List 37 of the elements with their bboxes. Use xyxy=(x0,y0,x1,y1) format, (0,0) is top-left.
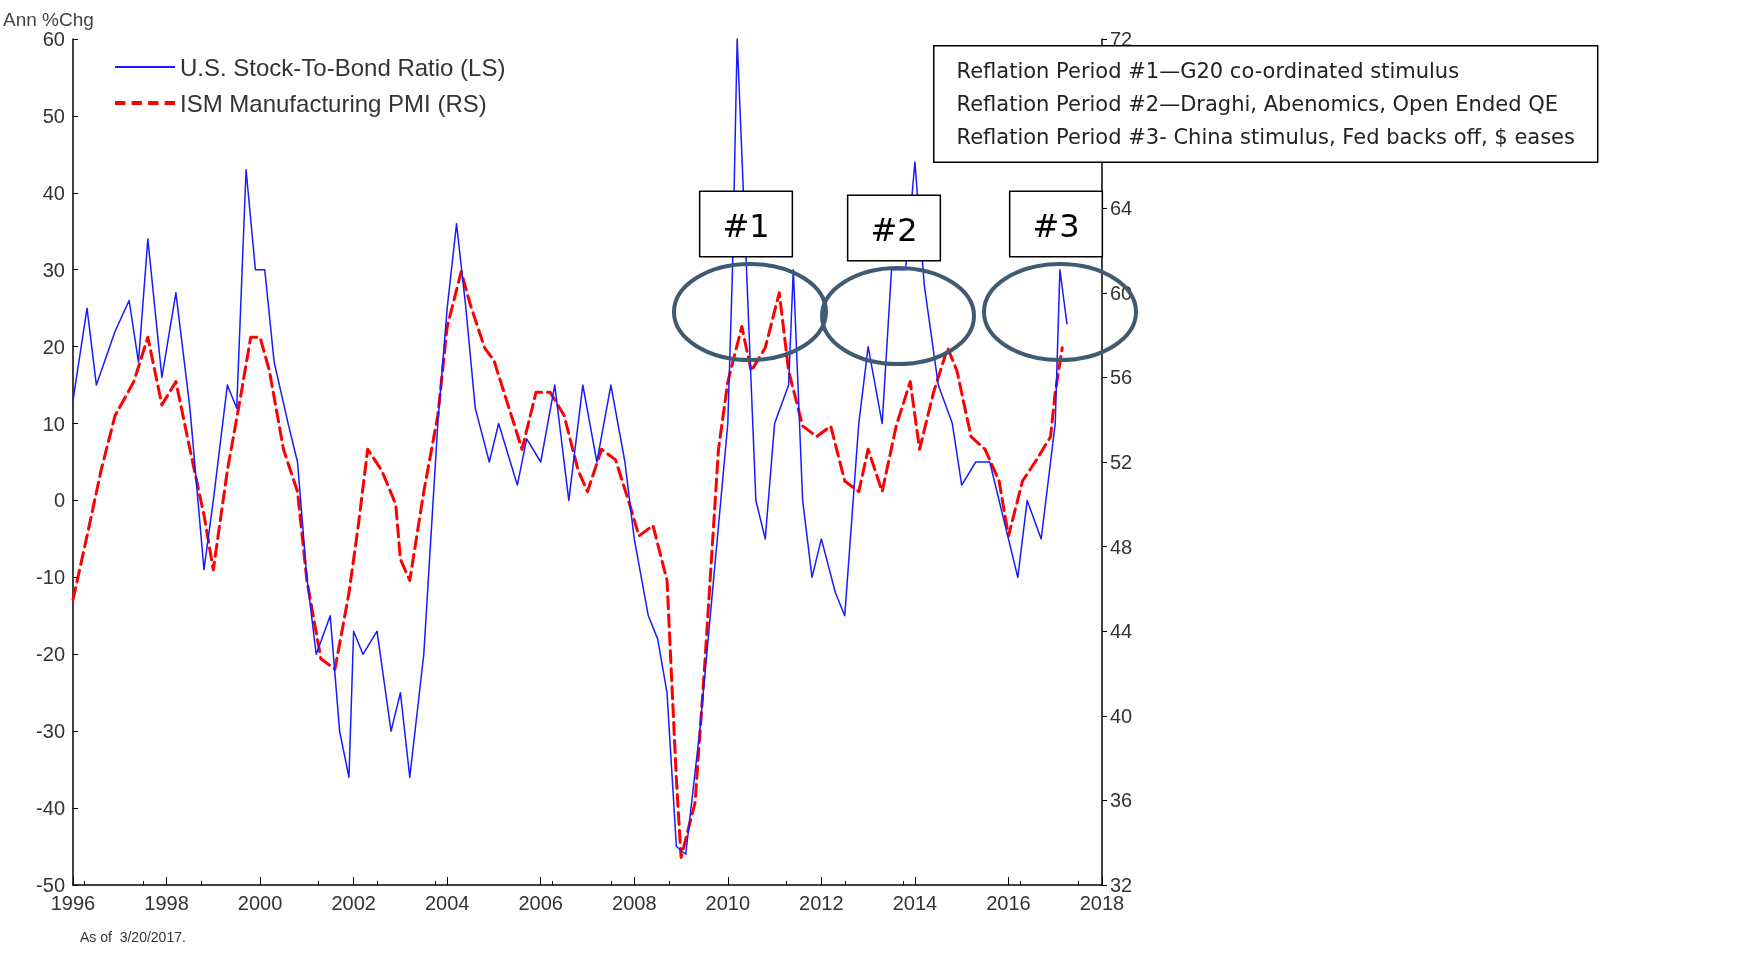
legend-label: ISM Manufacturing PMI (RS) xyxy=(180,89,487,117)
x-tick-label: 1998 xyxy=(144,892,189,914)
line-series xyxy=(71,270,1064,860)
y2-tick-label: 52 xyxy=(1110,451,1133,473)
y2-tick-label: 56 xyxy=(1110,366,1133,389)
y-tick-label: -10 xyxy=(36,566,65,589)
y-tick-label: 0 xyxy=(53,489,65,512)
x-tick-label: 2010 xyxy=(705,892,751,914)
y2-tick-label: 64 xyxy=(1110,197,1133,220)
x-tick-label: 2012 xyxy=(799,892,844,914)
annotation: #1 xyxy=(722,207,770,245)
x-tick-label: 2000 xyxy=(237,892,283,914)
annotation: #3 xyxy=(1032,207,1080,245)
x-tick-label: 2016 xyxy=(986,892,1031,914)
x-tick-label: 2014 xyxy=(892,892,938,914)
y2-tick-label: 36 xyxy=(1110,789,1133,812)
annotation: Reflation Period #1—G20 co-ordinated stimulus Reflation Period #2—Draghi, Abenomics, Open Ended QE Reflation Period #3- China stimulus, Fed backs off, $ eases xyxy=(956,59,1575,149)
y-tick-label: -20 xyxy=(36,643,65,666)
y-tick-label: 30 xyxy=(42,258,65,281)
y-axis-title: Ann %Chg xyxy=(3,9,94,31)
y-tick-label: -30 xyxy=(36,720,65,743)
y-tick-label: 50 xyxy=(42,104,65,127)
x-tick-label: 2004 xyxy=(424,892,470,914)
y2-tick-label: 48 xyxy=(1110,535,1133,558)
y-tick-label: 60 xyxy=(42,28,65,50)
annotation: #2 xyxy=(870,211,918,249)
legend-label: U.S. Stock-To-Bond Ratio (LS) xyxy=(180,53,506,81)
y-tick-label: -40 xyxy=(36,797,65,820)
y-tick-label: 10 xyxy=(42,412,65,435)
text: As of 3/20/2017. xyxy=(80,929,186,945)
x-tick-label: 2006 xyxy=(518,892,563,914)
y-tick-label: 40 xyxy=(42,181,65,204)
y2-tick-label: 40 xyxy=(1110,704,1133,727)
x-tick-label: 2008 xyxy=(612,892,657,914)
y-tick-label: 20 xyxy=(42,335,65,358)
x-tick-label: 2002 xyxy=(331,892,376,914)
y2-tick-label: 44 xyxy=(1110,620,1133,643)
